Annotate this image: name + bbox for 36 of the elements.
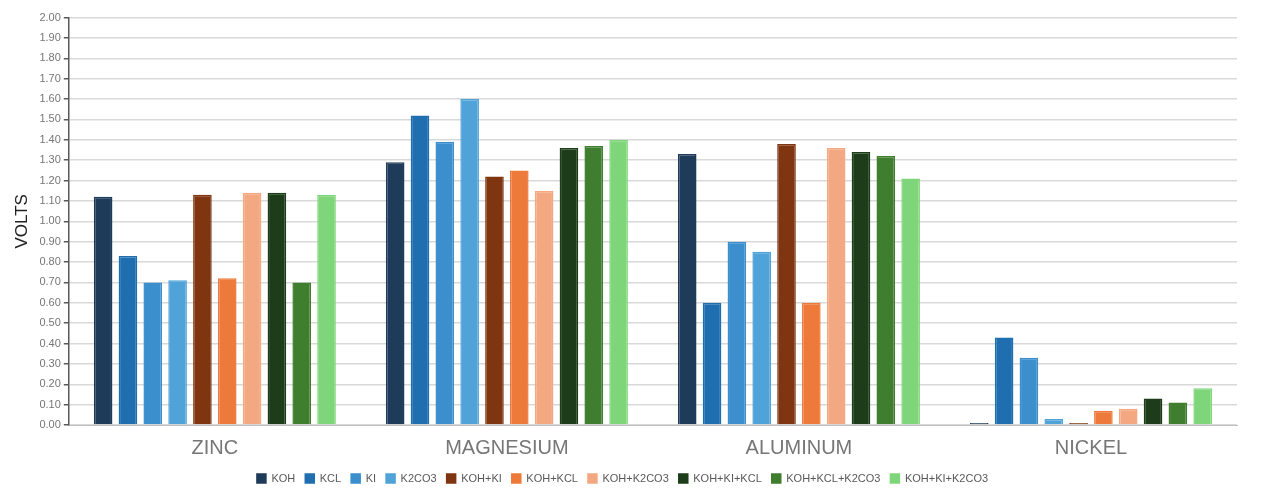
legend-label: KOH+KI+KCL: [693, 471, 762, 484]
y-tick-label: 1.00: [39, 214, 61, 227]
y-tick-label: 1.70: [39, 71, 61, 84]
y-tick-label: 2.00: [39, 10, 61, 23]
legend-label: K2CO3: [400, 471, 437, 484]
y-tick-label: 1.80: [39, 51, 61, 64]
y-tick-label: 1.40: [39, 132, 61, 145]
y-tick-label: 1.10: [39, 193, 61, 206]
y-tick-label: 0.00: [39, 418, 61, 431]
x-tick-label: NICKEL: [1054, 435, 1128, 458]
y-tick-label: 0.80: [39, 255, 61, 268]
x-tick-label: MAGNESIUM: [445, 435, 569, 458]
y-tick-label: 0.40: [39, 336, 61, 349]
legend-label: KOH+KI: [461, 471, 502, 484]
y-tick-label: 0.70: [39, 275, 61, 288]
y-tick-label: 0.20: [39, 377, 61, 390]
legend-label: KOH+K2CO3: [602, 471, 669, 484]
legend-label: KOH+KI+K2CO3: [904, 471, 989, 484]
y-tick-label: 0.30: [39, 356, 61, 369]
y-tick-label: 1.60: [39, 92, 61, 105]
legend-label: KOH+KCL+K2CO3: [786, 471, 881, 484]
legend-label: KCL: [319, 471, 342, 484]
legend-label: KOH+KCL: [526, 471, 578, 484]
y-axis-title: VOLTS: [11, 194, 31, 249]
y-tick-label: 1.50: [39, 112, 61, 125]
y-tick-label: 1.20: [39, 173, 61, 186]
legend-label: KOH: [271, 471, 296, 484]
legend-label: KI: [365, 471, 377, 484]
y-tick-label: 0.60: [39, 295, 61, 308]
y-tick-label: 0.90: [39, 234, 61, 247]
y-tick-label: 1.30: [39, 153, 61, 166]
x-tick-label: ZINC: [191, 435, 239, 458]
x-tick-label: ALUMINUM: [745, 435, 853, 458]
y-tick-label: 0.10: [39, 397, 61, 410]
y-tick-label: 0.50: [39, 316, 61, 329]
y-tick-label: 1.90: [39, 31, 61, 43]
